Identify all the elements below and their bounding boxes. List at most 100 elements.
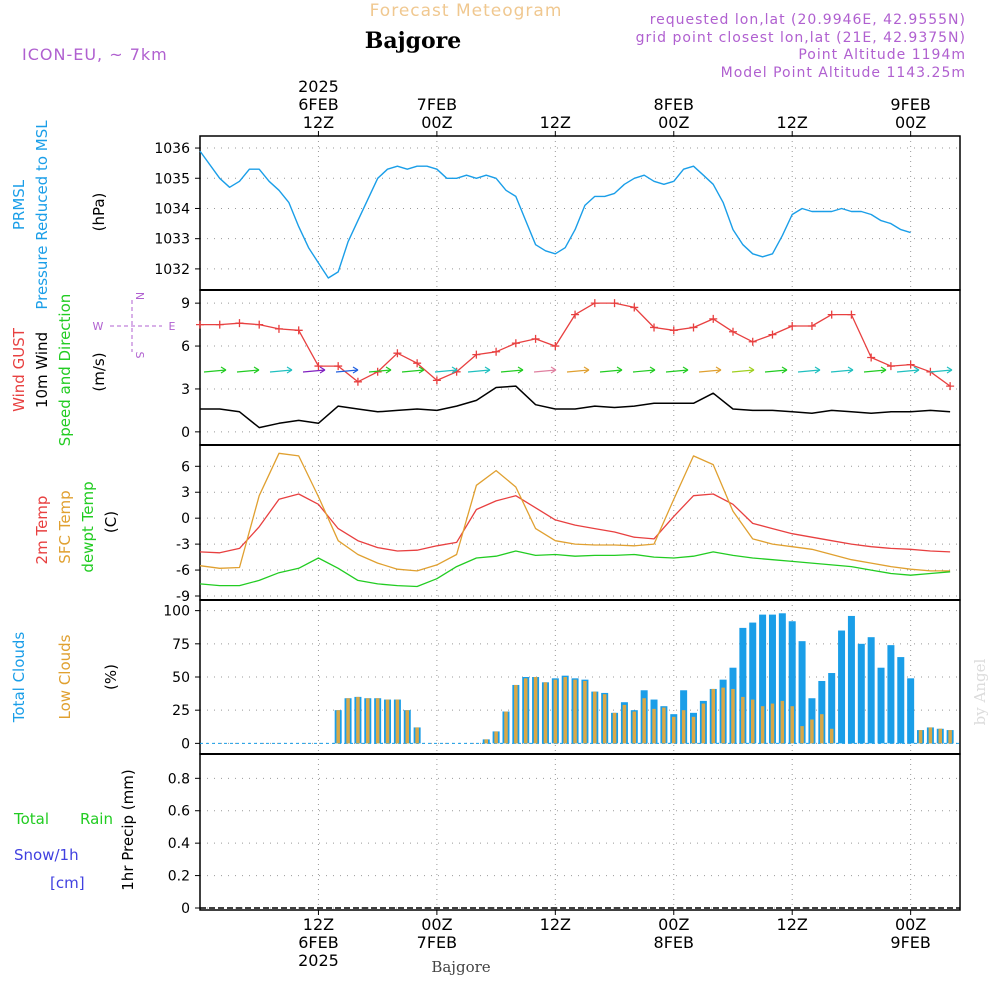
y-tick-label: 1035 xyxy=(154,171,190,187)
low-cloud-bar xyxy=(543,682,548,744)
total-cloud-bar xyxy=(828,673,836,744)
low-cloud-bar xyxy=(820,714,824,744)
total-cloud-bar xyxy=(768,614,776,744)
y-tick-label: -6 xyxy=(176,563,190,579)
low-cloud-bar xyxy=(602,694,607,744)
wind-label-speed-dir: Speed and Direction xyxy=(56,294,74,447)
bottom-axis-label: 12Z xyxy=(303,915,334,934)
model-label: ICON-EU, ~ 7km xyxy=(22,45,168,64)
pressure-label-prmsl: PRMSL xyxy=(10,179,28,230)
panel-frame xyxy=(199,753,961,911)
gust-marker xyxy=(867,353,876,362)
y-tick-label: 0.8 xyxy=(168,771,190,787)
point-altitude: Point Altitude 1194m xyxy=(798,47,966,63)
low-cloud-bar xyxy=(642,698,646,744)
low-cloud-bar xyxy=(731,688,735,744)
gust-marker xyxy=(669,326,678,335)
low-cloud-bar xyxy=(701,703,706,744)
bottom-axis-label: 2025 xyxy=(298,951,339,970)
wind-direction-arrow xyxy=(500,366,524,374)
total-cloud-bar xyxy=(897,657,905,744)
precip-label-total: Total xyxy=(13,810,49,828)
bottom-axis-label: 8FEB xyxy=(654,933,694,952)
gust-marker xyxy=(827,310,836,319)
pressure-unit: (hPa) xyxy=(90,193,108,232)
low-cloud-bar xyxy=(583,680,587,744)
wind-direction-arrow xyxy=(830,366,854,374)
gust-marker xyxy=(590,299,599,308)
y-tick-label: 6 xyxy=(181,339,190,355)
low-cloud-bar xyxy=(721,687,725,744)
location-title: Bajgore xyxy=(365,28,461,54)
wind-direction-arrow xyxy=(467,366,491,374)
gust-marker xyxy=(314,362,323,371)
low-cloud-bar xyxy=(346,698,350,744)
low-cloud-bar xyxy=(672,716,676,744)
total-cloud-bar xyxy=(759,614,767,744)
gust-marker xyxy=(413,359,422,368)
low-cloud-bar xyxy=(652,708,656,744)
wind-direction-arrow xyxy=(203,366,227,374)
top-axis-label: 00Z xyxy=(421,113,452,132)
wind-direction-arrow xyxy=(434,366,458,374)
top-axis-label: 6FEB xyxy=(298,95,338,114)
gust-marker xyxy=(886,362,895,371)
wind-direction-arrow xyxy=(599,366,623,374)
total-cloud-bar xyxy=(798,641,806,744)
gust-marker xyxy=(689,323,698,332)
total-cloud-bar xyxy=(907,678,915,744)
y-tick-label: 1032 xyxy=(154,262,190,278)
temp-panel-labels: 2m Temp SFC Temp dewpt Temp (C) xyxy=(33,481,120,572)
wind-direction-arrow xyxy=(797,366,821,374)
low-cloud-bar xyxy=(681,710,686,744)
wind-unit: (m/s) xyxy=(90,352,108,391)
low-cloud-bar xyxy=(928,727,933,744)
gust-marker xyxy=(294,326,303,335)
chart-title: Forecast Meteogram xyxy=(370,1,563,21)
low-cloud-bar xyxy=(948,730,952,744)
low-cloud-bar xyxy=(375,698,380,744)
footer-location: Bajgore xyxy=(431,958,490,976)
gust-marker xyxy=(847,310,856,319)
pressure-label-msl: Pressure Reduced to MSL xyxy=(33,120,51,310)
precip-unit: 1hr Precip (mm) xyxy=(119,769,137,890)
temp-label-dewpt: dewpt Temp xyxy=(79,481,97,572)
low-cloud-bar xyxy=(741,696,745,744)
wind-direction-arrow xyxy=(335,366,359,374)
gust-marker xyxy=(235,319,244,328)
panel-temperature: 6 3 0 -3 -6 -9 xyxy=(176,444,961,605)
gust-marker xyxy=(610,299,619,308)
wind-direction-arrow xyxy=(764,366,788,374)
total-cloud-bar xyxy=(877,667,885,744)
low-cloud-bar xyxy=(514,684,518,744)
requested-coords: requested lon,lat (20.9946E, 42.9555N) xyxy=(650,12,966,28)
temp-label-sfc: SFC Temp xyxy=(56,490,74,563)
wind-direction-arrow xyxy=(863,366,887,374)
low-cloud-bar xyxy=(415,727,419,744)
y-tick-label: 100 xyxy=(163,604,190,620)
cloud-label-low: Low Clouds xyxy=(56,634,74,719)
y-tick-label: 1034 xyxy=(154,201,190,217)
wind-speed-line xyxy=(200,385,951,429)
low-cloud-bar xyxy=(494,731,498,744)
gust-marker xyxy=(807,322,816,331)
y-tick-label: -9 xyxy=(176,589,190,605)
y-tick-label: 75 xyxy=(172,637,190,653)
gust-marker xyxy=(551,342,560,351)
gust-marker xyxy=(906,360,915,369)
low-cloud-bar xyxy=(790,706,794,744)
total-cloud-bar xyxy=(818,680,826,744)
bottom-axis-label: 7FEB xyxy=(417,933,457,952)
low-cloud-bar xyxy=(395,699,400,744)
low-cloud-bar xyxy=(356,696,360,744)
precip-label-rain: Rain xyxy=(80,810,113,828)
low-cloud-bar xyxy=(938,728,943,744)
gust-marker xyxy=(353,377,362,386)
credit-watermark: by Angel xyxy=(971,658,989,725)
y-tick-label: 3 xyxy=(181,485,190,501)
top-axis-label: 12Z xyxy=(540,113,571,132)
panel-frame xyxy=(199,444,961,601)
wind-direction-arrow xyxy=(269,366,293,374)
